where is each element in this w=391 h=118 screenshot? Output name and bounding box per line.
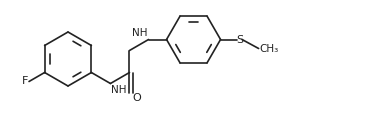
Text: F: F — [22, 76, 28, 86]
Text: S: S — [237, 34, 244, 44]
Text: O: O — [133, 93, 141, 103]
Text: CH₃: CH₃ — [260, 44, 279, 53]
Text: NH: NH — [111, 84, 127, 95]
Text: NH: NH — [132, 28, 147, 38]
